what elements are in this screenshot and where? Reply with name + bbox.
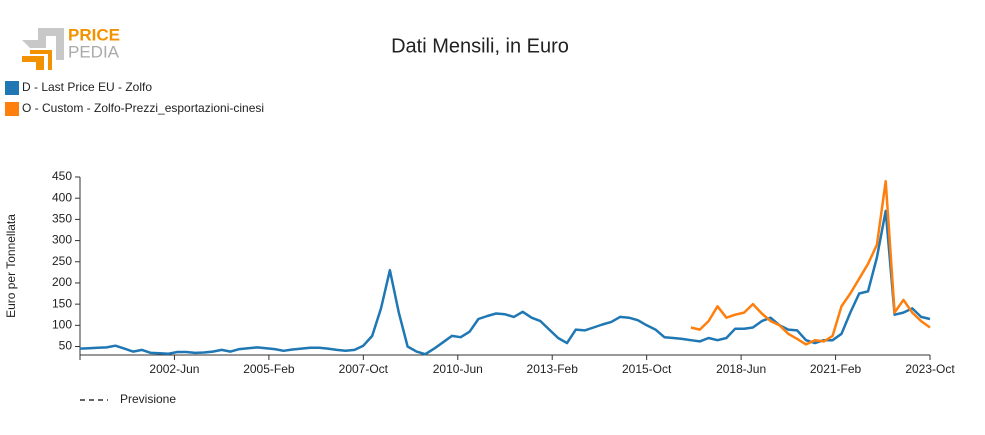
y-axis-label: Euro per Tonnellata bbox=[4, 214, 18, 318]
y-tick-label: 350 bbox=[52, 212, 72, 226]
logo-text: PEDIA bbox=[68, 42, 120, 61]
x-tick-label: 2015-Oct bbox=[622, 362, 672, 376]
legend-swatch bbox=[5, 81, 19, 95]
y-tick-label: 150 bbox=[52, 296, 72, 310]
logo-text: PRICE bbox=[68, 25, 120, 44]
y-tick-label: 250 bbox=[52, 254, 72, 268]
y-tick-label: 200 bbox=[52, 275, 72, 289]
x-tick-label: 2023-Oct bbox=[905, 362, 955, 376]
x-tick-label: 2018-Jun bbox=[716, 362, 766, 376]
logo-mark bbox=[22, 28, 64, 60]
x-tick-label: 2002-Jun bbox=[149, 362, 199, 376]
y-tick-label: 100 bbox=[52, 318, 72, 332]
chart-title: Dati Mensili, in Euro bbox=[391, 35, 569, 57]
y-tick-label: 300 bbox=[52, 233, 72, 247]
legend-swatch bbox=[5, 102, 19, 116]
legend-label: O - Custom - Zolfo-Prezzi_esportazioni-c… bbox=[22, 101, 264, 115]
x-tick-label: 2005-Feb bbox=[243, 362, 295, 376]
legend-label: D - Last Price EU - Zolfo bbox=[22, 80, 152, 94]
x-tick-label: 2007-Oct bbox=[339, 362, 389, 376]
series-line bbox=[79, 209, 931, 356]
y-tick-label: 50 bbox=[59, 339, 73, 353]
series-line bbox=[690, 179, 931, 346]
x-tick-label: 2010-Jun bbox=[433, 362, 483, 376]
y-tick-label: 400 bbox=[52, 190, 72, 204]
logo: PRICE PEDIA bbox=[22, 25, 120, 70]
y-tick-label: 450 bbox=[52, 169, 72, 183]
forecast-legend-label: Previsione bbox=[120, 392, 176, 406]
logo-mark bbox=[22, 50, 52, 70]
x-tick-label: 2013-Feb bbox=[527, 362, 579, 376]
x-tick-label: 2021-Feb bbox=[810, 362, 862, 376]
